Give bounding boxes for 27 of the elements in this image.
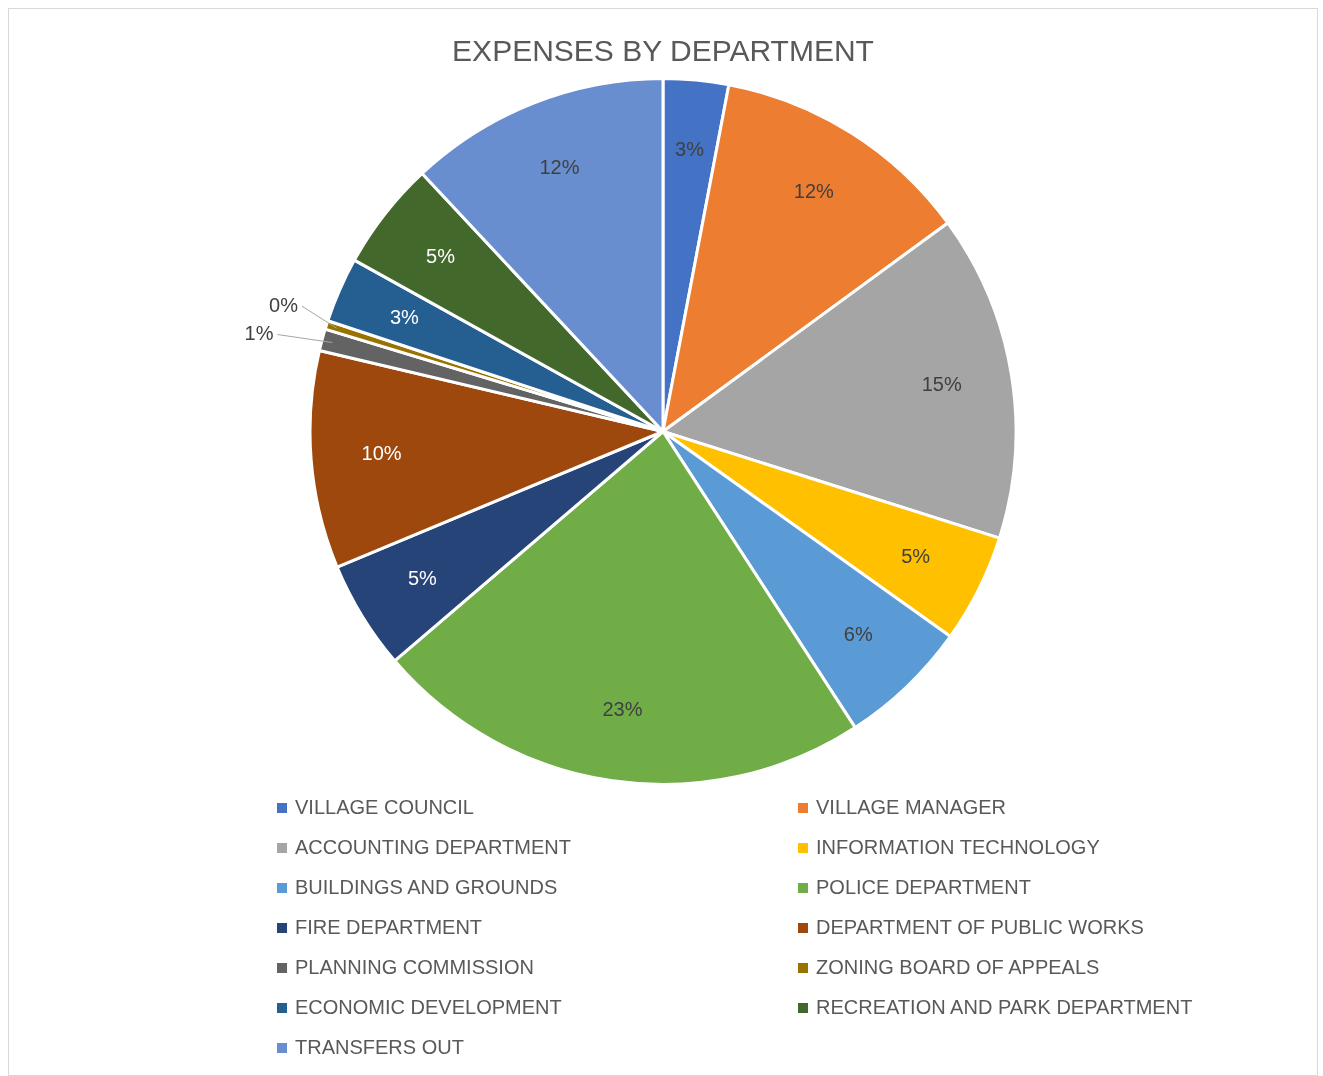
legend-label: ZONING BOARD OF APPEALS [816, 956, 1100, 979]
legend-label: VILLAGE MANAGER [816, 796, 1007, 819]
legend-label: BUILDINGS AND GROUNDS [295, 876, 558, 899]
data-label: 5% [407, 566, 438, 589]
data-label: 6% [843, 623, 873, 646]
legend-label: FIRE DEPARTMENT [295, 916, 483, 939]
legend-label: ECONOMIC DEVELOPMENT [295, 996, 562, 1019]
data-label: 3% [675, 137, 705, 160]
data-label: 23% [602, 698, 643, 721]
legend-label: RECREATION AND PARK DEPARTMENT [816, 996, 1193, 1019]
data-label: 12% [539, 156, 580, 179]
data-label: 3% [389, 305, 420, 328]
legend-label: ACCOUNTING DEPARTMENT [295, 836, 571, 859]
legend-label: POLICE DEPARTMENT [816, 876, 1031, 899]
legend-label: TRANSFERS OUT [295, 1036, 464, 1059]
data-label: 5% [901, 545, 931, 568]
legend-label: DEPARTMENT OF PUBLIC WORKS [816, 916, 1144, 939]
legend-label: VILLAGE COUNCIL [295, 796, 474, 819]
chart-title: EXPENSES BY DEPARTMENT [452, 34, 874, 68]
data-label: 15% [921, 373, 962, 396]
data-label: 0% [269, 293, 299, 316]
legend-label: PLANNING COMMISSION [295, 956, 534, 979]
data-label: 1% [244, 322, 274, 345]
data-label: 5% [426, 245, 456, 268]
data-label: 10% [361, 441, 402, 464]
legend-label: INFORMATION TECHNOLOGY [816, 836, 1100, 859]
data-label: 12% [793, 180, 835, 203]
